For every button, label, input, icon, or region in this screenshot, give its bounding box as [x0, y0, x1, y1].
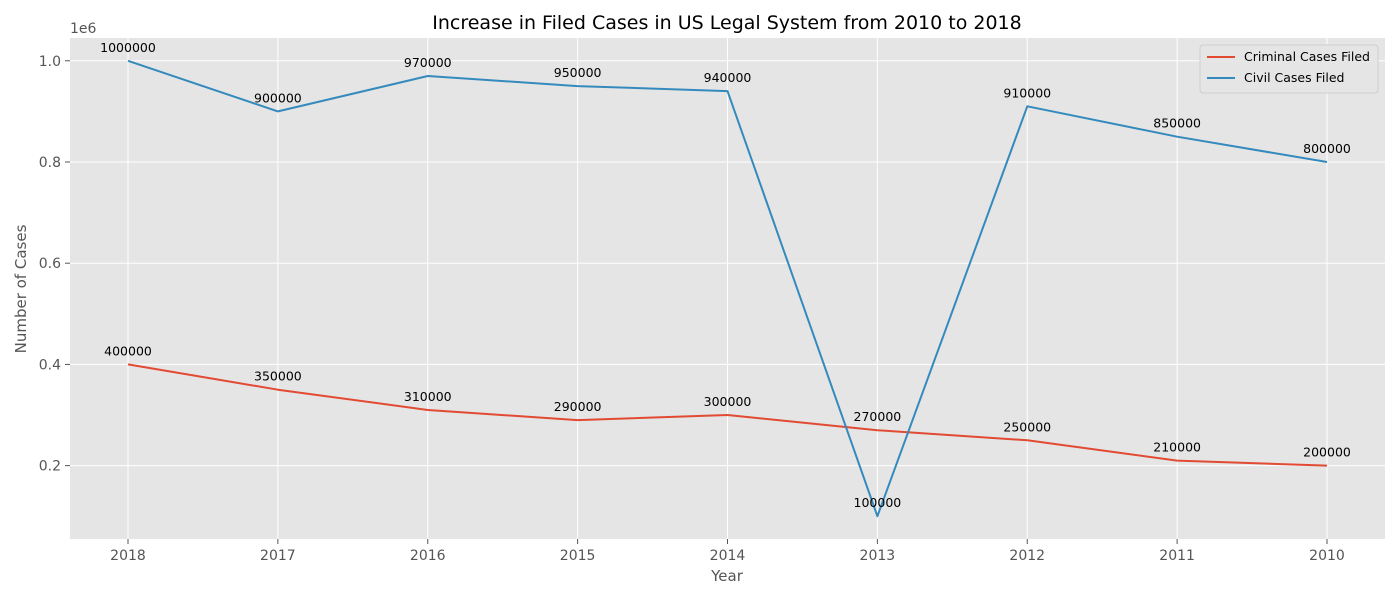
- x-axis-ticks: 2018 2017 2016 2015 2014 2013 2012 2011 2010: [110, 539, 1345, 564]
- y-tick-label: 1.0: [39, 54, 61, 70]
- x-tick-label: 2012: [1009, 548, 1045, 564]
- x-tick-label: 2010: [1309, 548, 1345, 564]
- y-tick-label: 0.2: [39, 459, 61, 475]
- y-axis-label: Number of Cases: [12, 224, 30, 353]
- civil-cases-line: [127, 59, 1328, 518]
- legend: Criminal Cases Filed Civil Cases Filed: [1199, 44, 1379, 94]
- x-tick-label: 2016: [410, 548, 446, 564]
- x-axis-label: Year: [710, 567, 744, 585]
- x-tick-label: 2017: [260, 548, 296, 564]
- data-label: 310000: [404, 389, 452, 404]
- data-label: 250000: [1003, 419, 1051, 434]
- legend-label-criminal: Criminal Cases Filed: [1244, 49, 1370, 64]
- data-label: 940000: [704, 70, 752, 85]
- x-tick-label: 2013: [860, 548, 896, 564]
- data-label: 1000000: [100, 40, 156, 55]
- data-label: 800000: [1303, 141, 1351, 156]
- x-tick-label: 2015: [560, 548, 596, 564]
- data-label: 300000: [704, 394, 752, 409]
- data-label: 970000: [404, 55, 452, 70]
- legend-box: [1199, 44, 1379, 94]
- y-axis-offset-label: 1e6: [70, 21, 97, 37]
- data-label: 270000: [854, 409, 902, 424]
- grid: [70, 38, 1385, 539]
- data-label: 100000: [854, 495, 902, 510]
- data-label: 210000: [1153, 440, 1201, 455]
- x-tick-label: 2014: [710, 548, 746, 564]
- y-axis-ticks: 0.2 0.4 0.6 0.8 1.0: [39, 54, 70, 475]
- data-labels: 400000 350000 310000 290000 300000 270000 2500…: [100, 40, 1351, 510]
- x-tick-label: 2018: [110, 548, 146, 564]
- data-label: 850000: [1153, 116, 1201, 131]
- data-label: 900000: [254, 90, 302, 105]
- data-label: 350000: [254, 369, 302, 384]
- y-tick-label: 0.6: [39, 256, 61, 272]
- y-tick-label: 0.8: [39, 155, 61, 171]
- data-label: 290000: [554, 399, 602, 414]
- data-label: 910000: [1003, 85, 1051, 100]
- series-lines: [127, 59, 1328, 518]
- criminal-cases-line: [127, 363, 1328, 467]
- y-tick-label: 0.4: [39, 357, 61, 373]
- chart-title: Increase in Filed Cases in US Legal Syst…: [432, 12, 1021, 34]
- legend-label-civil: Civil Cases Filed: [1244, 70, 1344, 85]
- data-label: 200000: [1303, 445, 1351, 460]
- x-tick-label: 2011: [1159, 548, 1195, 564]
- data-label: 400000: [104, 343, 152, 358]
- data-label: 950000: [554, 65, 602, 80]
